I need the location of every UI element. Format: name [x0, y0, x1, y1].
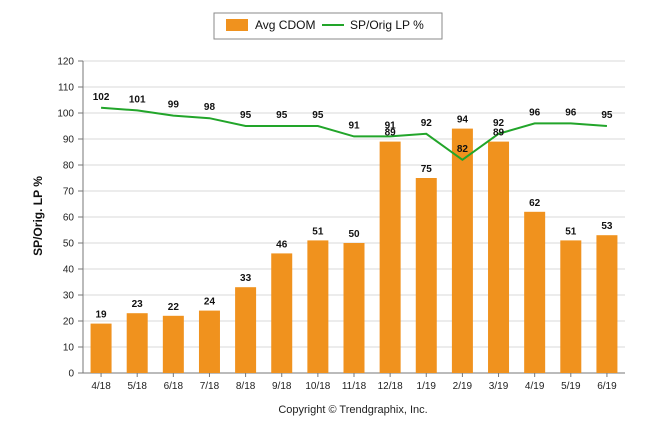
bar — [307, 240, 329, 373]
legend-label-bar: Avg CDOM — [255, 18, 315, 32]
bar-value-label: 51 — [565, 226, 577, 237]
legend-swatch-bar — [226, 19, 248, 31]
x-tick-label: 11/18 — [342, 381, 367, 392]
bar-value-label: 51 — [312, 226, 324, 237]
line-value-label: 96 — [529, 107, 541, 118]
bar-value-label: 94 — [457, 115, 469, 126]
line-value-label: 98 — [204, 102, 216, 113]
legend-label-line: SP/Orig LP % — [350, 18, 424, 32]
y-tick-label: 70 — [63, 187, 75, 198]
x-tick-label: 5/19 — [561, 381, 581, 392]
x-tick-label: 1/19 — [417, 381, 437, 392]
bar-value-label: 33 — [240, 273, 252, 284]
bar — [198, 310, 220, 373]
line-value-label: 96 — [565, 107, 577, 118]
bar-value-label: 22 — [168, 302, 180, 313]
bar-value-label: 24 — [204, 297, 216, 308]
y-tick-label: 90 — [63, 135, 75, 146]
line-value-label: 101 — [129, 94, 146, 105]
x-tick-label: 10/18 — [305, 381, 330, 392]
y-tick-label: 100 — [57, 109, 74, 120]
y-tick-label: 40 — [63, 265, 75, 276]
legend: Avg CDOM SP/Orig LP % — [213, 12, 443, 40]
axes: 0 10 20 30 40 50 60 70 80 90 100 110 120 4/18 5/18 6/18… — [57, 57, 625, 392]
line-value-label: 92 — [421, 118, 433, 129]
data-labels: 19 23 22 24 33 46 51 50 89 75 94 89 62 51 53 102 101 99 98… — [93, 92, 613, 321]
x-tick-label: 5/18 — [127, 381, 147, 392]
bar-value-label: 89 — [493, 128, 505, 139]
line-path — [100, 106, 608, 162]
bar-value-label: 50 — [348, 229, 360, 240]
bar — [451, 128, 473, 373]
bar-value-label: 89 — [385, 128, 397, 139]
y-tick-label: 50 — [63, 239, 75, 250]
x-tick-label: 3/19 — [489, 381, 509, 392]
bar — [379, 141, 401, 373]
line-series — [100, 106, 608, 162]
bar-value-label: 19 — [96, 310, 108, 321]
line-value-label: 92 — [493, 118, 505, 129]
y-tick-label: 120 — [57, 57, 74, 68]
line-value-label: 95 — [312, 110, 324, 121]
x-tick-label: 6/18 — [164, 381, 184, 392]
y-tick-label: 20 — [63, 317, 75, 328]
bar — [488, 141, 510, 373]
x-tick-label: 6/19 — [597, 381, 617, 392]
y-tick-label: 80 — [63, 161, 75, 172]
bar — [596, 235, 618, 373]
y-tick-label: 10 — [63, 343, 75, 354]
bar — [126, 313, 148, 373]
bar — [415, 178, 437, 373]
line-value-label: 82 — [457, 144, 469, 155]
y-tick-label: 110 — [58, 83, 74, 94]
x-tick-label: 2/19 — [453, 381, 473, 392]
line-value-label: 91 — [348, 120, 360, 131]
bar-value-label: 46 — [276, 239, 288, 250]
x-tick-label: 7/18 — [200, 381, 220, 392]
bar — [271, 253, 293, 373]
line-value-label: 102 — [93, 92, 110, 103]
bar — [162, 315, 184, 373]
x-tick-label: 4/18 — [91, 381, 111, 392]
line-value-label: 95 — [601, 110, 613, 121]
copyright-footer: Copyright © Trendgraphix, Inc. — [278, 404, 427, 416]
x-tick-label: 12/18 — [378, 381, 403, 392]
line-value-label: 99 — [168, 100, 180, 111]
bar — [524, 211, 546, 373]
line-value-label: 91 — [385, 120, 397, 131]
bar — [90, 323, 112, 373]
y-tick-label: 30 — [63, 291, 75, 302]
line-value-label: 95 — [276, 110, 288, 121]
y-axis-title: SP/Orig. LP % — [31, 176, 45, 256]
x-tick-label: 9/18 — [272, 381, 292, 392]
y-tick-label: 60 — [63, 213, 75, 224]
bar — [560, 240, 582, 373]
bar — [343, 243, 365, 373]
bar-value-label: 75 — [421, 164, 433, 175]
x-tick-label: 4/19 — [525, 381, 545, 392]
line-value-label: 95 — [240, 110, 252, 121]
bar — [235, 287, 257, 373]
bar-value-label: 53 — [601, 221, 613, 232]
x-tick-label: 8/18 — [236, 381, 256, 392]
y-tick-label: 0 — [68, 369, 74, 380]
bar-value-label: 23 — [132, 299, 144, 310]
bar-series — [90, 128, 618, 373]
bar-value-label: 62 — [529, 198, 541, 209]
